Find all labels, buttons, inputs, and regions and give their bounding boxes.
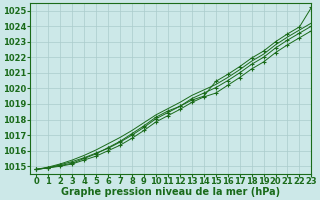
X-axis label: Graphe pression niveau de la mer (hPa): Graphe pression niveau de la mer (hPa) [61,187,280,197]
